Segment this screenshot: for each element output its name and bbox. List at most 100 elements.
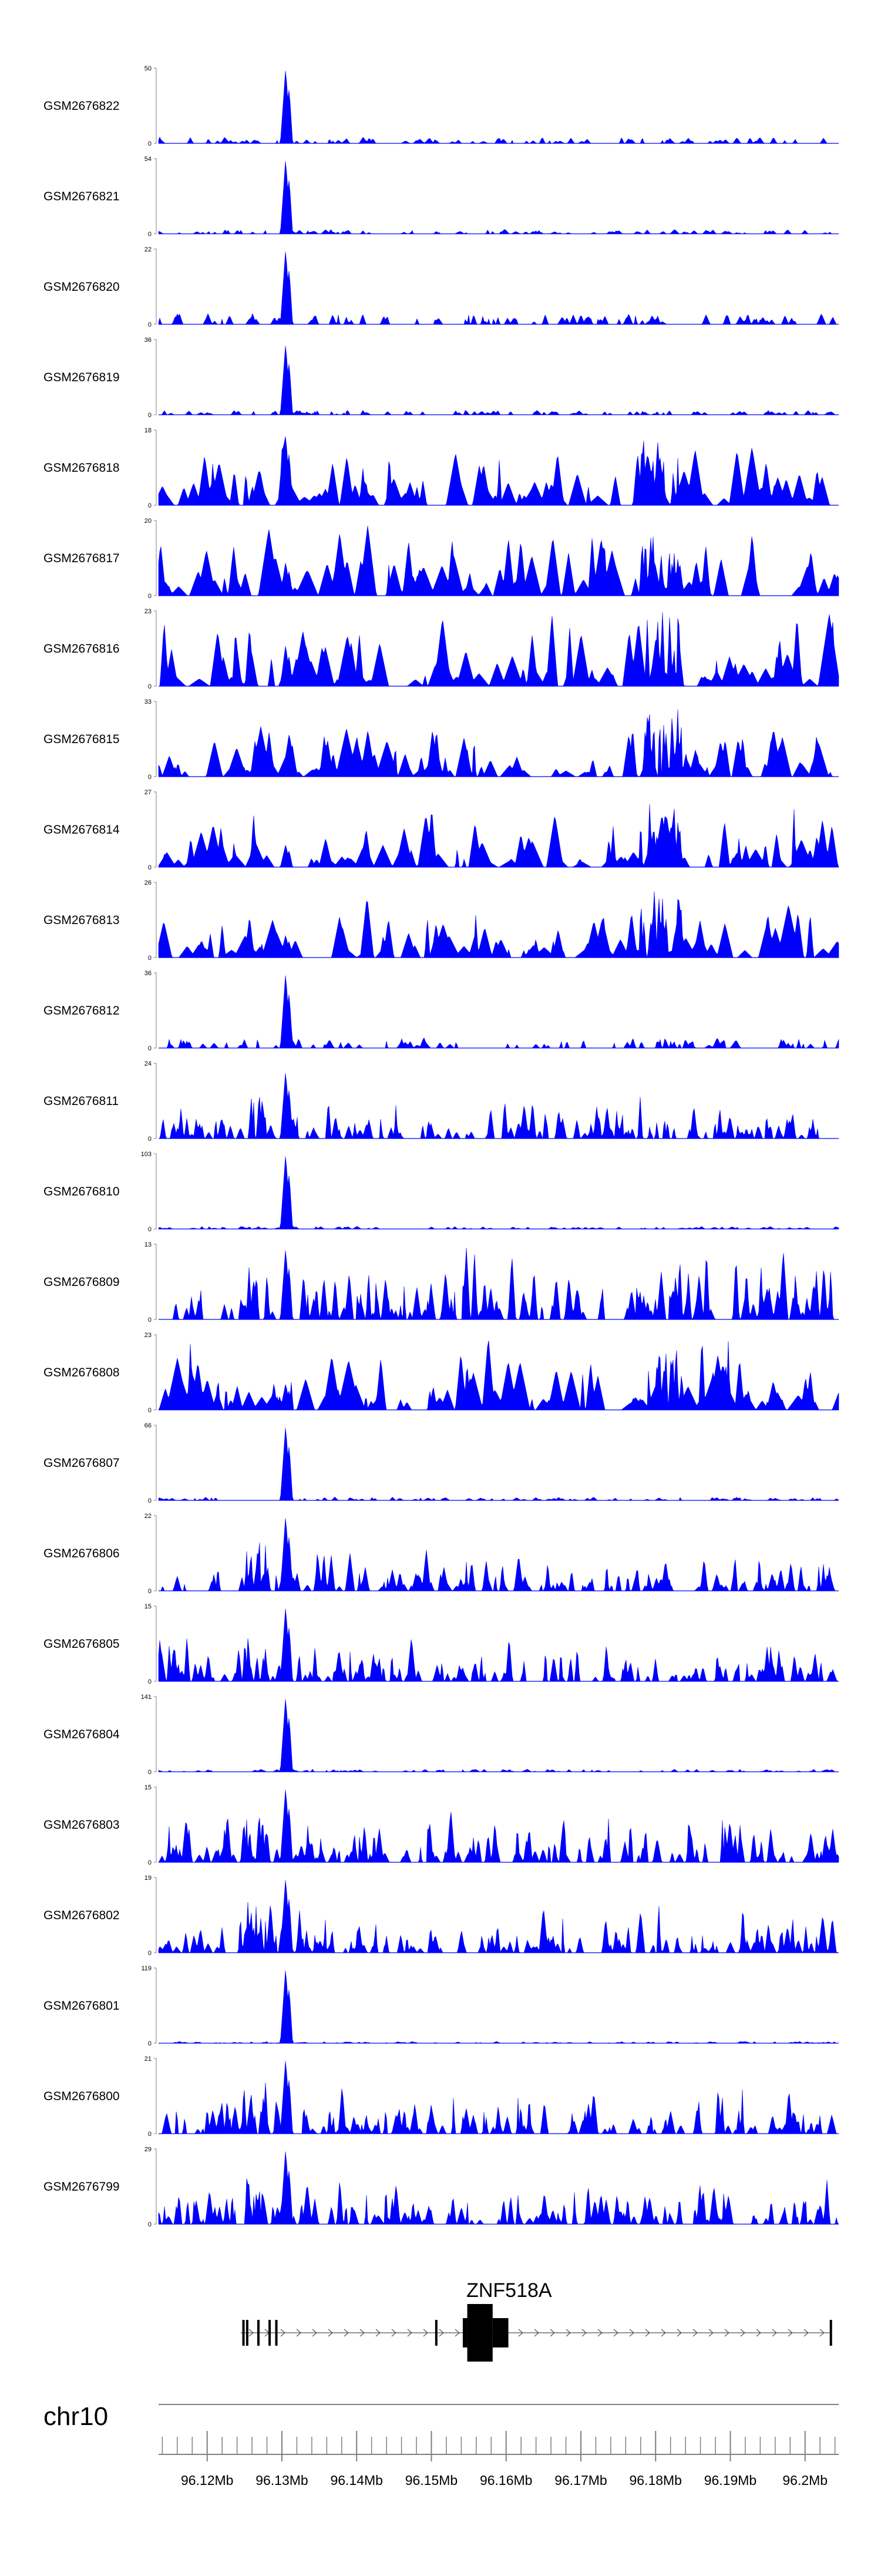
- track-label: GSM2676814: [43, 823, 120, 837]
- chromosome-label: chr10: [43, 2402, 108, 2431]
- track-label: GSM2676807: [43, 1456, 120, 1470]
- track-gsm2676818: GSM2676818 18 0: [43, 427, 839, 509]
- signal-area: [158, 1341, 839, 1410]
- genome-axis: chr10 96.12Mb 96.13Mb 96.14Mb 96.15Mb 96.16Mb…: [43, 2402, 839, 2488]
- strand-arrow: [772, 2329, 777, 2337]
- y-axis-min-label: 0: [148, 1588, 152, 1595]
- y-axis-max-label: 19: [144, 1875, 152, 1882]
- y-axis-min-label: 0: [148, 864, 152, 871]
- y-axis-max-label: 50: [144, 65, 152, 72]
- track-label: GSM2676812: [43, 1004, 120, 1017]
- signal-area: [158, 70, 839, 144]
- axis-tick-label: 96.13Mb: [255, 2473, 308, 2488]
- strand-arrow: [566, 2329, 571, 2337]
- gene-exon: [435, 2320, 438, 2346]
- y-axis-min-label: 0: [148, 2131, 152, 2138]
- track-gsm2676819: GSM2676819 36 0: [43, 337, 839, 419]
- track-gsm2676822: GSM2676822 50 0: [43, 65, 839, 147]
- y-axis-max-label: 23: [144, 608, 152, 615]
- strand-arrow: [518, 2329, 523, 2337]
- y-axis-min-label: 0: [148, 412, 152, 419]
- y-axis-max-label: 26: [144, 879, 152, 886]
- y-axis-min-label: 0: [148, 955, 152, 962]
- axis-tick-label: 96.18Mb: [629, 2473, 682, 2488]
- strand-arrow: [359, 2329, 365, 2337]
- strand-arrow: [756, 2329, 761, 2337]
- strand-arrow: [312, 2329, 317, 2337]
- strand-arrow: [819, 2329, 825, 2337]
- signal-area: [158, 251, 839, 325]
- y-axis-max-label: 23: [144, 1332, 152, 1339]
- strand-arrow: [661, 2329, 666, 2337]
- y-axis-min-label: 0: [148, 593, 152, 600]
- track-gsm2676805: GSM2676805 15 0: [43, 1603, 839, 1685]
- track-label: GSM2676804: [43, 1728, 120, 1741]
- y-axis-min-label: 0: [148, 1316, 152, 1324]
- strand-arrow: [407, 2329, 412, 2337]
- y-axis-max-label: 54: [144, 156, 152, 163]
- y-axis-max-label: 18: [144, 427, 152, 434]
- axis-tick-label: 96.14Mb: [330, 2473, 383, 2488]
- track-label: GSM2676811: [43, 1094, 119, 1108]
- y-axis-min-label: 0: [148, 502, 152, 509]
- axis-tick-label: 96.2Mb: [782, 2473, 828, 2488]
- track-label: GSM2676810: [43, 1185, 120, 1198]
- y-axis-min-label: 0: [148, 2040, 152, 2047]
- track-gsm2676816: GSM2676816 23 0: [43, 608, 839, 690]
- track-gsm2676812: GSM2676812 36 0: [43, 970, 839, 1052]
- y-axis-max-label: 15: [144, 1603, 152, 1610]
- track-gsm2676810: GSM2676810 103 0: [43, 1151, 839, 1233]
- track-gsm2676817: GSM2676817 20 0: [43, 518, 839, 600]
- gene-exon: [257, 2320, 260, 2346]
- gene-exon: [275, 2320, 278, 2346]
- track-label: GSM2676799: [43, 2180, 120, 2194]
- y-axis-min-label: 0: [148, 1497, 152, 1504]
- y-axis-max-label: 119: [141, 1965, 152, 1972]
- y-axis-max-label: 27: [144, 789, 152, 796]
- track-gsm2676804: GSM2676804 141 0: [43, 1694, 839, 1776]
- signal-area: [159, 1518, 839, 1591]
- track-label: GSM2676805: [43, 1637, 120, 1651]
- signal-area: [159, 975, 839, 1049]
- strand-arrow: [534, 2329, 539, 2337]
- axis-tick-label: 96.19Mb: [704, 2473, 757, 2488]
- strand-arrow: [692, 2329, 698, 2337]
- y-axis-max-label: 141: [141, 1694, 152, 1701]
- strand-arrow: [629, 2329, 634, 2337]
- y-axis-min-label: 0: [148, 1407, 152, 1414]
- signal-area: [158, 1156, 839, 1230]
- strand-arrow: [708, 2329, 714, 2337]
- axis-tick-label: 96.15Mb: [405, 2473, 458, 2488]
- strand-arrow: [391, 2329, 396, 2337]
- track-label: GSM2676815: [43, 733, 120, 746]
- track-label: GSM2676800: [43, 2090, 120, 2103]
- strand-arrow: [788, 2329, 793, 2337]
- strand-arrow: [423, 2329, 428, 2337]
- signal-area: [159, 345, 839, 415]
- strand-arrow: [803, 2329, 809, 2337]
- track-label: GSM2676801: [43, 1999, 120, 2013]
- strand-arrow: [375, 2329, 381, 2337]
- y-axis-min-label: 0: [148, 140, 152, 147]
- axis-tick-label: 96.17Mb: [554, 2473, 607, 2488]
- track-gsm2676807: GSM2676807 66 0: [43, 1422, 839, 1504]
- signal-area: [159, 612, 839, 687]
- y-axis-max-label: 66: [144, 1422, 152, 1429]
- track-label: GSM2676806: [43, 1547, 120, 1560]
- strand-arrow: [581, 2329, 587, 2337]
- track-gsm2676809: GSM2676809 13 0: [43, 1241, 839, 1324]
- track-gsm2676802: GSM2676802 19 0: [43, 1875, 839, 1957]
- gene-exon: [462, 2318, 468, 2347]
- track-gsm2676815: GSM2676815 33 0: [43, 698, 839, 781]
- y-axis-max-label: 22: [144, 246, 152, 253]
- track-gsm2676808: GSM2676808 23 0: [43, 1332, 839, 1414]
- y-axis-min-label: 0: [148, 1226, 152, 1233]
- signal-area: [158, 436, 839, 506]
- y-axis-max-label: 15: [144, 1784, 152, 1791]
- y-axis-max-label: 29: [144, 2146, 152, 2153]
- y-axis-max-label: 20: [144, 518, 152, 525]
- strand-arrow: [280, 2329, 285, 2337]
- track-gsm2676801: GSM2676801 119 0: [43, 1965, 839, 2047]
